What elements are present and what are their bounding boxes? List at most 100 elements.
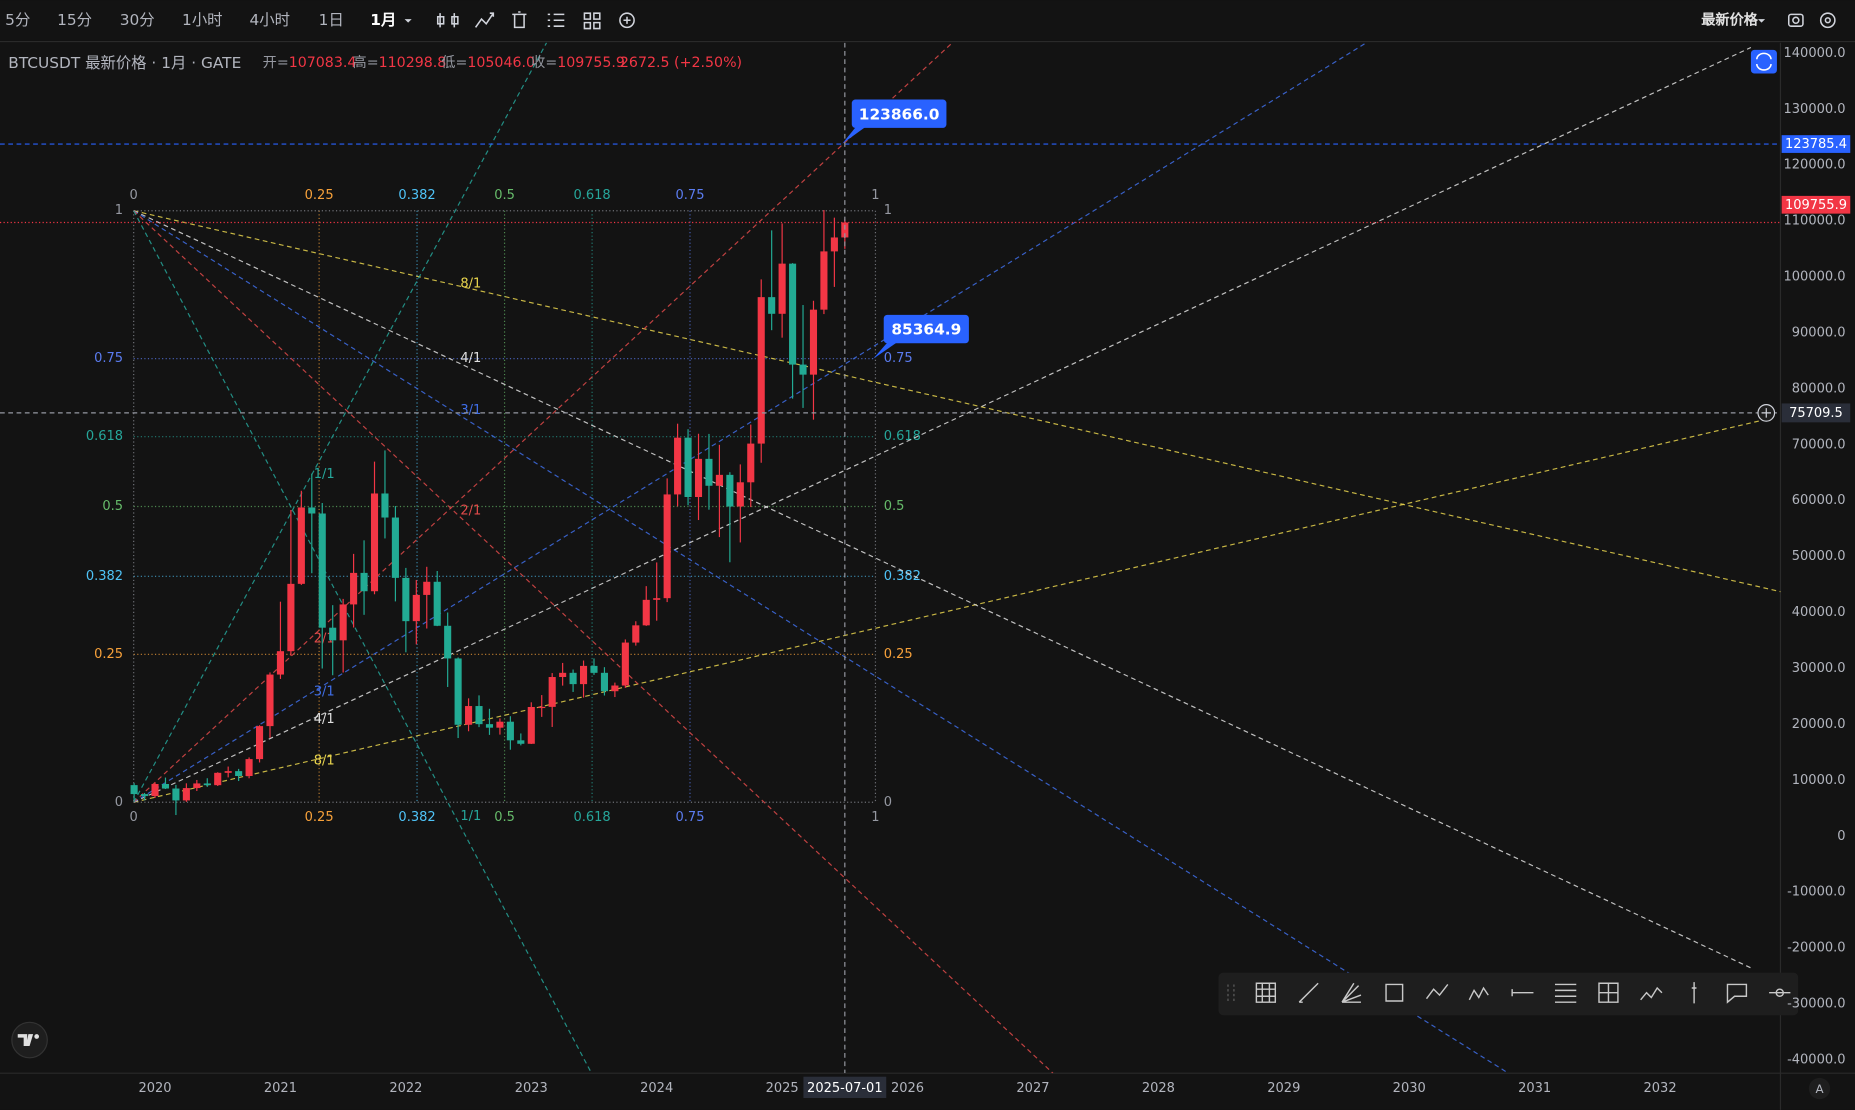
delete-icon[interactable] [512, 11, 527, 29]
gann-fan-label: 4/1 [314, 712, 335, 727]
candle-body [569, 672, 577, 685]
interval-button[interactable]: 1日 [319, 11, 344, 29]
candle-body [297, 507, 305, 584]
y-tick-label: 130000.0 [1784, 102, 1846, 117]
candle-body [245, 759, 253, 776]
gann-level-label: 1 [884, 203, 892, 218]
candle-body [820, 251, 828, 310]
drawing-tool[interactable] [1691, 982, 1697, 1004]
drawing-tool[interactable] [1385, 983, 1404, 1002]
y-tick-label: -20000.0 [1787, 941, 1845, 956]
candle-body [548, 677, 556, 707]
candle-body [579, 665, 588, 685]
list-icon[interactable] [547, 13, 565, 27]
drawing-tool[interactable] [1598, 982, 1619, 1003]
legend-value: 107083.4 [289, 55, 357, 71]
candle-body [151, 783, 159, 797]
gann-level-label: 0.5 [884, 499, 905, 514]
candle-body [412, 594, 420, 622]
interval-button[interactable]: 15分 [57, 11, 92, 29]
drawing-tool[interactable] [1341, 982, 1362, 1003]
price-label-box [1781, 195, 1851, 214]
gann-level-label: 1 [871, 810, 879, 825]
gann-level-label: 0.25 [884, 647, 913, 662]
auto-scale-button[interactable] [1808, 1077, 1831, 1100]
x-tick-label: 2028 [1142, 1081, 1175, 1096]
legend: BTCUSDT 最新价格 · 1月 · GATE 开=107083.4 高=11… [8, 53, 742, 71]
layout-icon[interactable] [583, 12, 601, 30]
gann-fan-line [133, 419, 1763, 803]
drawing-tool[interactable] [1425, 984, 1449, 1000]
x-tick-label: 2021 [264, 1081, 297, 1096]
interval-button[interactable]: 4小时 [249, 11, 290, 29]
gann-level-label: 0 [884, 795, 892, 810]
drawing-tool[interactable] [1726, 983, 1748, 1004]
auto-scale-label[interactable]: A [1815, 1082, 1823, 1096]
candle-body [454, 658, 462, 725]
candle-body [130, 785, 138, 795]
callout-label: 123866.0 [859, 105, 940, 123]
candle-body [559, 672, 567, 678]
y-tick-label: -10000.0 [1787, 885, 1845, 900]
camera-icon[interactable] [1787, 13, 1804, 27]
candle-body [527, 706, 535, 744]
candle-body [600, 672, 608, 692]
drawing-tool[interactable] [1298, 982, 1319, 1003]
drawing-tool[interactable] [1640, 986, 1663, 1001]
y-tick-label: 80000.0 [1792, 381, 1846, 396]
y-tick-label: 60000.0 [1792, 493, 1846, 508]
gann-fan-label: 3/1 [314, 685, 335, 700]
gann-level-label: 0.618 [86, 429, 123, 444]
candle-body [287, 583, 295, 652]
indicator-icon[interactable] [474, 12, 495, 28]
candle-body [203, 783, 211, 786]
price-label-box [1781, 135, 1851, 153]
gann-level-label: 0.25 [94, 647, 123, 662]
tv-logo[interactable] [11, 1021, 48, 1059]
interval-button[interactable]: 30分 [120, 11, 155, 29]
candle-body [475, 706, 483, 725]
candle-body [318, 513, 326, 628]
gann-fan-label: 4/1 [460, 351, 481, 366]
candle-body [611, 685, 619, 692]
candle-body [674, 437, 682, 495]
candle-icon[interactable] [436, 13, 459, 28]
crosshair-price-box [1781, 403, 1851, 423]
add-icon[interactable] [619, 12, 635, 29]
candle-body [423, 581, 431, 595]
candle-body [360, 572, 368, 592]
drawing-tool[interactable] [1769, 988, 1791, 997]
candle-body [653, 598, 661, 600]
dropdown-caret[interactable] [1757, 19, 1766, 23]
legend-label: 收= [531, 55, 557, 71]
price-mode[interactable]: 最新价格 [1701, 11, 1759, 28]
settings-icon[interactable] [1819, 12, 1836, 29]
x-tick-label: 2020 [138, 1081, 171, 1096]
toolbar-icons[interactable] [436, 11, 1836, 30]
x-tick-label: 2024 [640, 1081, 673, 1096]
candle-body [506, 721, 514, 741]
legend-value: 105046.0 [467, 55, 535, 71]
drawing-tool[interactable] [1511, 989, 1534, 997]
interval-button[interactable]: 5分 [5, 11, 30, 29]
interval-button[interactable]: 1小时 [182, 11, 223, 29]
legend-label: 开= [263, 55, 289, 71]
interval-button[interactable]: 1月 [370, 11, 396, 29]
drawing-tool[interactable] [1255, 982, 1277, 1003]
crosshair-date-box [803, 1076, 887, 1099]
drawing-tool[interactable] [1554, 983, 1577, 1003]
candle-body [402, 577, 410, 622]
gann-level-label: 0.382 [884, 569, 921, 584]
candle-body [778, 263, 786, 314]
candle-body [799, 364, 807, 375]
crosshair-price-label: 75709.5 [1789, 406, 1843, 421]
y-tick-label: 10000.0 [1792, 773, 1846, 788]
symbol-title: BTCUSDT 最新价格 · 1月 · GATE [8, 53, 241, 71]
candle-body [632, 625, 640, 643]
candle-body [736, 482, 744, 507]
dropdown-caret[interactable] [404, 19, 412, 23]
candle-body [255, 726, 264, 760]
drawing-tool[interactable] [1468, 986, 1489, 1001]
x-tick-label: 2023 [515, 1081, 548, 1096]
